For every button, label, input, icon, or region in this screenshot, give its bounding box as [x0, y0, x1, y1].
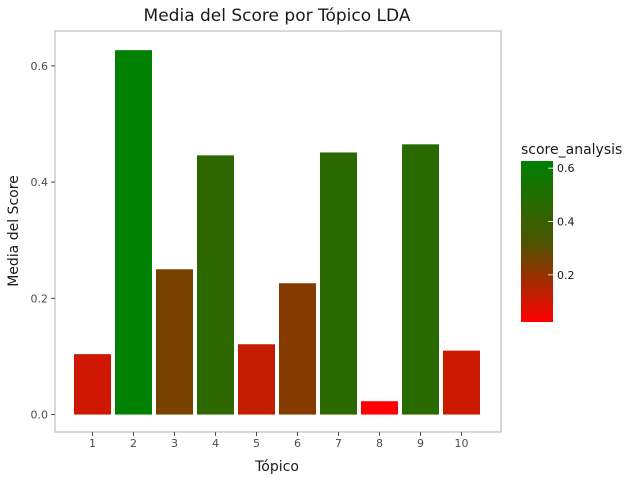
y-tick-label: 0.6 — [31, 60, 49, 73]
bar-6 — [279, 283, 316, 415]
x-tick-label: 5 — [253, 437, 260, 450]
y-tick-label: 0.0 — [31, 409, 49, 422]
bar-5 — [238, 344, 275, 415]
x-tick-label: 9 — [417, 437, 424, 450]
legend-ticks: 0.2 0.4 0.6 — [548, 162, 575, 282]
y-axis: 0.0 0.2 0.4 0.6 — [31, 60, 55, 422]
legend-tick-label: 0.2 — [557, 269, 575, 282]
x-tick-label: 8 — [376, 437, 383, 450]
legend-colorbar — [521, 161, 553, 322]
y-tick-label: 0.4 — [31, 176, 49, 189]
legend: score_analysis 0.2 0.4 0.6 — [521, 142, 622, 322]
y-tick-label: 0.2 — [31, 292, 49, 305]
x-axis: 1 2 3 4 5 6 7 8 9 10 — [89, 432, 469, 450]
bar-2 — [115, 50, 152, 415]
bar-7 — [320, 152, 357, 415]
y-axis-label: Media del Score — [6, 175, 22, 287]
x-tick-label: 2 — [130, 437, 137, 450]
x-tick-label: 6 — [294, 437, 301, 450]
bar-4 — [197, 155, 234, 415]
x-tick-label: 10 — [455, 437, 469, 450]
bar-10 — [443, 350, 480, 415]
bar-9 — [402, 144, 439, 415]
bar-8 — [361, 401, 398, 415]
bars-group — [74, 50, 480, 415]
x-tick-label: 7 — [335, 437, 342, 450]
x-axis-label: Tópico — [254, 459, 299, 475]
legend-tick-label: 0.6 — [557, 162, 575, 175]
legend-tick-label: 0.4 — [557, 216, 575, 229]
x-tick-label: 3 — [171, 437, 178, 450]
bar-1 — [74, 354, 111, 415]
legend-title: score_analysis — [521, 142, 622, 158]
x-tick-label: 1 — [89, 437, 96, 450]
bar-3 — [156, 269, 193, 415]
x-tick-label: 4 — [212, 437, 219, 450]
chart-title: Media del Score por Tópico LDA — [144, 6, 411, 26]
